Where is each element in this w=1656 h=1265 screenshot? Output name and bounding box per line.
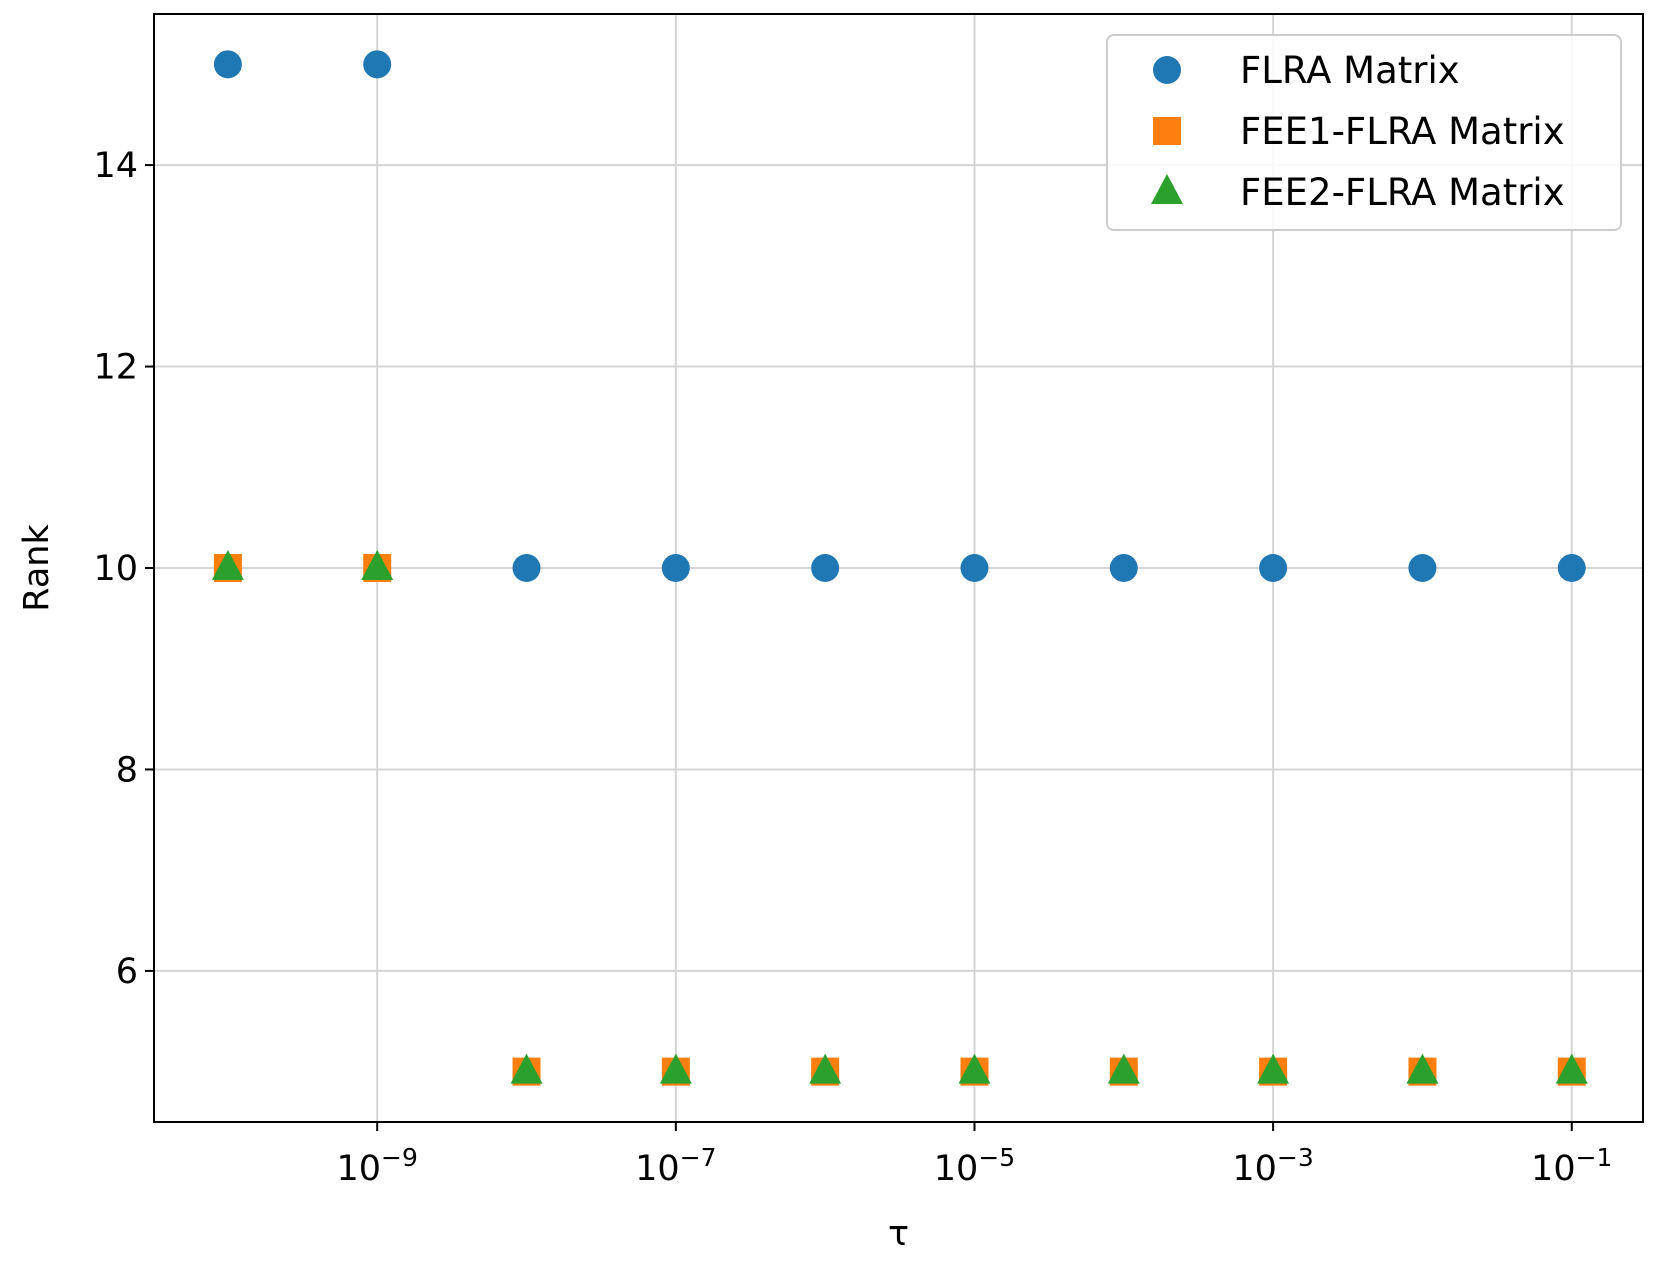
data-point [1109, 554, 1138, 582]
data-point [960, 554, 989, 582]
y-tick-label: 10 [93, 549, 138, 589]
x-tick-label: 10−5 [934, 1143, 1015, 1189]
x-tick-label: 10−9 [337, 1143, 418, 1189]
data-point [510, 1053, 543, 1084]
y-tick-label: 8 [116, 750, 138, 790]
x-axis-ticks: 10−9 10−7 10−5 10−3 10−1 [337, 1122, 1612, 1189]
legend-entry-label: FEE2-FLRA Matrix [1240, 171, 1565, 214]
x-tick-label: 10−1 [1531, 1143, 1612, 1189]
plot-frame [153, 13, 1644, 1123]
plot-marks [211, 50, 1588, 1086]
data-point [1107, 1053, 1140, 1084]
data-point [958, 1053, 991, 1084]
legend-entry-label: FLRA Matrix [1240, 49, 1460, 92]
data-point [1259, 554, 1288, 582]
data-point [809, 1053, 842, 1084]
series-1 [213, 50, 1586, 582]
legend-box [1106, 34, 1622, 231]
data-point [1555, 1053, 1588, 1084]
legend-marker [1151, 174, 1183, 204]
x-tick-label: 10−3 [1232, 1143, 1313, 1189]
data-point [659, 1053, 692, 1084]
series-2 [213, 554, 1586, 1086]
data-point [1257, 1053, 1290, 1084]
legend-entry-label: FEE1-FLRA Matrix [1240, 110, 1565, 153]
y-tick-label: 12 [93, 348, 138, 388]
legend: FLRA Matrix FEE1-FLRA Matrix FEE2-FLRA Mat… [1106, 34, 1622, 231]
data-point [211, 550, 244, 580]
y-tick-label: 6 [116, 952, 138, 992]
data-point [361, 550, 394, 580]
legend-marker [1153, 117, 1181, 145]
data-point [213, 50, 242, 79]
y-tick-label: 14 [93, 146, 138, 186]
data-point [1557, 554, 1586, 582]
data-point [1408, 554, 1437, 582]
y-axis-label: Rank [17, 524, 57, 612]
data-point [512, 554, 541, 582]
x-axis-label: τ [888, 1214, 909, 1254]
y-axis-ticks: 6 8 10 12 14 [93, 146, 154, 992]
x-tick-label: 10−7 [635, 1143, 716, 1189]
data-point [661, 554, 690, 582]
legend-marker [1153, 56, 1181, 84]
series-3 [211, 550, 1588, 1084]
data-point [363, 50, 392, 79]
data-point [1406, 1053, 1439, 1084]
data-point [811, 554, 840, 582]
